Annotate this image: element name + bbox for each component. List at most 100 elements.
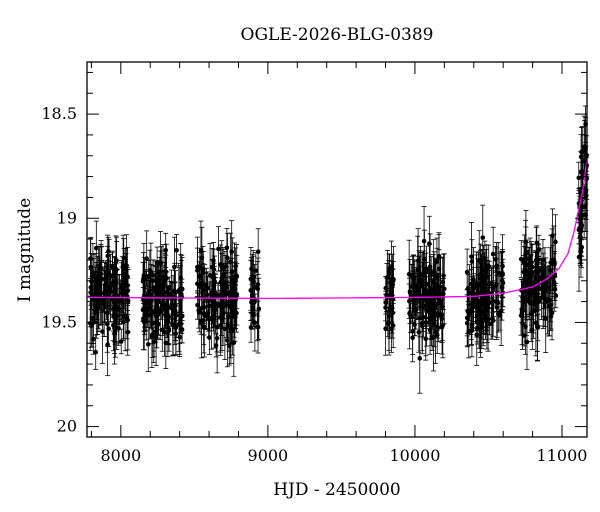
data-point: [426, 215, 432, 272]
data-point: [436, 232, 442, 281]
chart-title: OGLE-2026-BLG-0389: [241, 25, 434, 45]
data-point: [464, 248, 470, 296]
data-point: [113, 235, 119, 306]
data-point: [195, 247, 201, 294]
data-point: [576, 161, 582, 194]
data-point: [415, 228, 421, 293]
data-point: [103, 263, 109, 291]
data-point: [417, 323, 423, 394]
data-point: [439, 294, 445, 343]
data-point: [148, 279, 154, 310]
data-point: [163, 316, 169, 369]
data-point: [163, 232, 169, 268]
data-point: [98, 259, 104, 300]
data-point: [441, 253, 447, 298]
data-point: [198, 306, 204, 335]
data-point: [107, 277, 113, 307]
data-point: [106, 310, 112, 347]
data-point: [229, 272, 235, 344]
data-point: [419, 297, 425, 355]
data-point: [99, 299, 105, 364]
data-point: [523, 226, 529, 294]
data-point: [205, 293, 211, 332]
y-tick-label: 18.5: [41, 104, 77, 123]
data-point: [249, 260, 255, 330]
data-point: [385, 310, 391, 338]
data-point: [165, 308, 171, 336]
data-point: [110, 250, 116, 283]
data-point: [520, 297, 526, 350]
data-point: [553, 283, 559, 309]
data-point: [533, 289, 539, 357]
data-layer: [87, 105, 590, 394]
model-curve: [87, 159, 588, 300]
data-point: [390, 302, 396, 349]
data-point: [157, 282, 163, 340]
data-point: [465, 289, 471, 348]
data-point: [541, 263, 547, 309]
data-point: [228, 292, 234, 364]
data-point: [145, 316, 151, 373]
data-point: [213, 333, 219, 358]
data-point: [481, 245, 487, 308]
axis-ticks: 8000 9000 10000 11000 18.5 19 19.5 20: [41, 62, 587, 465]
data-point: [410, 300, 416, 363]
data-point: [535, 313, 541, 342]
data-point: [474, 287, 480, 345]
data-point: [101, 266, 107, 338]
x-tick-label: 11000: [537, 446, 588, 465]
data-point: [499, 262, 505, 314]
data-point: [578, 127, 584, 177]
data-point: [386, 253, 392, 291]
data-point: [120, 281, 126, 304]
data-point: [92, 272, 98, 314]
data-point: [428, 300, 434, 341]
data-point: [226, 284, 232, 325]
data-point: [166, 276, 172, 301]
x-tick-label: 10000: [389, 446, 440, 465]
plot-frame: [86, 61, 588, 438]
data-point: [407, 277, 413, 350]
data-point: [142, 279, 148, 328]
data-point: [111, 302, 117, 365]
data-point: [436, 287, 442, 316]
data-point: [220, 247, 226, 290]
data-point: [423, 261, 429, 327]
data-point: [179, 278, 185, 315]
data-point: [435, 315, 441, 339]
data-point: [469, 239, 475, 284]
data-point: [178, 254, 184, 324]
y-tick-label: 20: [57, 417, 77, 436]
data-point: [151, 288, 157, 358]
data-point: [549, 245, 555, 310]
data-point: [581, 145, 587, 177]
y-tick-label: 19: [57, 208, 77, 227]
data-point: [176, 303, 182, 345]
data-point: [173, 311, 179, 356]
data-point: [170, 294, 176, 356]
data-point: [383, 293, 389, 322]
data-point: [160, 269, 166, 302]
x-axis-label: HJD - 2450000: [273, 480, 401, 500]
x-tick-label: 8000: [100, 446, 141, 465]
data-point: [224, 228, 230, 268]
data-point: [472, 280, 478, 309]
data-point: [470, 273, 476, 329]
data-point: [533, 251, 539, 291]
data-point: [488, 308, 494, 340]
data-point: [93, 334, 99, 370]
data-point: [387, 253, 393, 283]
x-tick-label: 9000: [248, 446, 289, 465]
data-point: [432, 288, 438, 328]
data-point: [159, 308, 165, 352]
data-point: [497, 300, 503, 331]
data-point: [222, 250, 228, 314]
y-tick-label: 19.5: [41, 312, 77, 331]
data-point: [174, 234, 180, 267]
data-point: [153, 266, 159, 315]
data-point: [526, 246, 532, 302]
data-point: [232, 278, 238, 329]
data-point: [434, 302, 440, 325]
data-point: [200, 251, 206, 287]
